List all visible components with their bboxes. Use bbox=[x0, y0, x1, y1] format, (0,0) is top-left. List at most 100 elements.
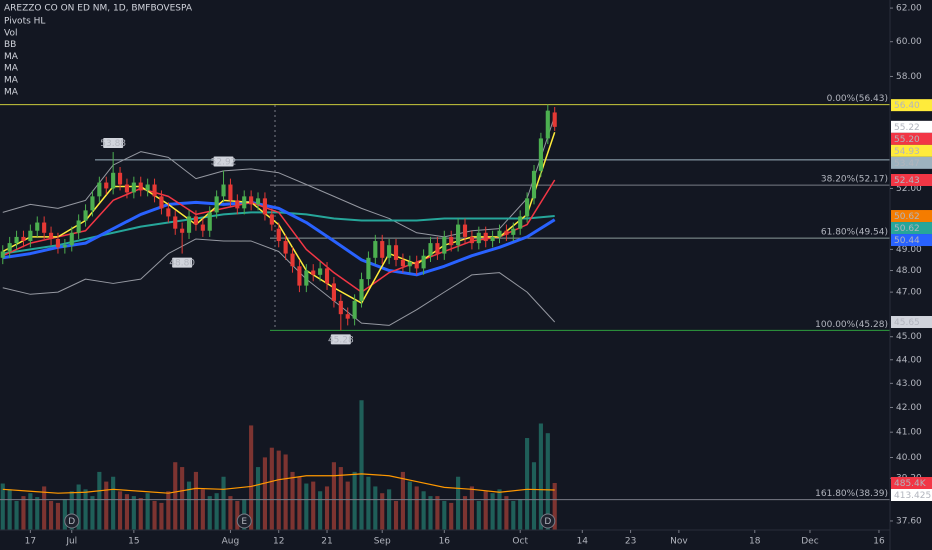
x-tick-label: 21 bbox=[321, 537, 332, 547]
x-tick-label: Dec bbox=[801, 537, 818, 547]
pivot-box bbox=[330, 334, 351, 345]
candle-body bbox=[338, 300, 343, 315]
volume-bar bbox=[428, 496, 433, 530]
price-label: 52.43 bbox=[894, 176, 920, 186]
volume-bar bbox=[352, 471, 357, 530]
volume-bar bbox=[104, 481, 109, 530]
candle-body bbox=[407, 262, 412, 267]
volume-bar bbox=[269, 447, 274, 530]
fib-label: 161.80%(38.39) bbox=[815, 489, 888, 499]
volume-bar bbox=[393, 500, 399, 530]
x-tick-label: 12 bbox=[273, 537, 284, 547]
volume-bar bbox=[14, 500, 19, 530]
pivot-label: 53.88 bbox=[100, 139, 126, 149]
volume-bar bbox=[449, 502, 454, 530]
candle-body bbox=[476, 232, 481, 244]
y-tick-label: 43.00 bbox=[896, 379, 922, 389]
candle-body bbox=[483, 232, 488, 242]
price-label-box bbox=[891, 156, 932, 169]
price-label-box bbox=[891, 132, 932, 145]
y-tick-label: 49.00 bbox=[896, 245, 922, 255]
candle-body bbox=[283, 241, 288, 254]
price-label-box bbox=[891, 174, 932, 187]
candle-body bbox=[490, 236, 495, 242]
pivot-box bbox=[213, 156, 234, 167]
candle-body bbox=[55, 238, 61, 248]
volume-bar bbox=[152, 500, 157, 530]
pivot-label: 52.92 bbox=[211, 157, 237, 167]
candle-body bbox=[552, 112, 557, 127]
candle-body bbox=[531, 170, 537, 199]
x-tick-label: 18 bbox=[749, 537, 761, 547]
volume-bar bbox=[83, 489, 88, 530]
candle-body bbox=[511, 228, 516, 235]
y-tick-label: 44.00 bbox=[896, 355, 922, 365]
event-marker bbox=[236, 513, 252, 529]
volume-bar bbox=[442, 500, 447, 530]
price-label: 50.62 bbox=[894, 224, 920, 234]
volume-bar bbox=[435, 496, 440, 530]
volume-bar bbox=[297, 476, 302, 530]
volume-bar bbox=[186, 481, 192, 530]
volume-bar bbox=[276, 450, 281, 530]
y-tick-label: 42.00 bbox=[896, 403, 922, 413]
candle-body bbox=[111, 172, 116, 189]
candle-body bbox=[214, 196, 219, 213]
indicator-line bbox=[2, 115, 556, 238]
candle-body bbox=[387, 245, 392, 258]
x-tick-label: Sep bbox=[374, 537, 391, 547]
candle-body bbox=[62, 245, 67, 248]
volume-bar bbox=[290, 471, 295, 530]
y-tick-label: 40.00 bbox=[896, 453, 922, 463]
volume-bar bbox=[249, 425, 254, 530]
price-label-box bbox=[891, 120, 932, 133]
x-tick-label: 15 bbox=[128, 537, 139, 547]
candle-body bbox=[304, 270, 309, 286]
volume-bar bbox=[235, 500, 240, 530]
candle-body bbox=[0, 251, 5, 258]
candle-body bbox=[221, 184, 226, 197]
price-label-box bbox=[891, 489, 932, 502]
candle-body bbox=[42, 222, 47, 233]
candle-body bbox=[311, 270, 316, 275]
candle-body bbox=[173, 216, 178, 229]
volume-bar bbox=[62, 499, 67, 530]
indicator-name: BB bbox=[4, 40, 16, 50]
candle-body bbox=[145, 184, 150, 191]
candle-body bbox=[359, 279, 364, 301]
volume-bar bbox=[531, 462, 537, 530]
candle-body bbox=[35, 222, 40, 231]
volume-bar bbox=[21, 496, 26, 530]
y-tick-label: 52.00 bbox=[896, 184, 922, 194]
volume-bar bbox=[456, 476, 461, 530]
volume-bar bbox=[387, 489, 392, 530]
price-label: 53.47 bbox=[894, 159, 920, 169]
candle-body bbox=[255, 198, 261, 205]
volume-bar bbox=[138, 498, 143, 530]
volume-bar bbox=[55, 502, 61, 530]
y-tick-label: 48.00 bbox=[896, 266, 922, 276]
price-label-box bbox=[891, 234, 932, 247]
candle-body bbox=[104, 182, 109, 189]
volume-bar bbox=[283, 454, 288, 530]
volume-bar bbox=[311, 481, 316, 530]
candle-body bbox=[235, 200, 240, 209]
volume-bar bbox=[490, 493, 495, 530]
volume-bar bbox=[476, 500, 481, 530]
candle-body bbox=[117, 172, 123, 185]
price-label: 55.22 bbox=[894, 123, 920, 133]
volume-bar bbox=[324, 486, 330, 530]
volume-bar bbox=[518, 499, 523, 530]
volume-bar bbox=[76, 484, 81, 530]
candle-body bbox=[28, 230, 33, 242]
volume-bar bbox=[400, 471, 405, 530]
candle-body bbox=[400, 259, 405, 267]
candle-body bbox=[497, 230, 502, 237]
volume-bar bbox=[35, 497, 40, 530]
candle-body bbox=[21, 236, 26, 242]
candle-body bbox=[242, 196, 247, 209]
candle-body bbox=[48, 232, 54, 239]
volume-bar bbox=[124, 494, 130, 530]
candle-body bbox=[276, 228, 281, 242]
